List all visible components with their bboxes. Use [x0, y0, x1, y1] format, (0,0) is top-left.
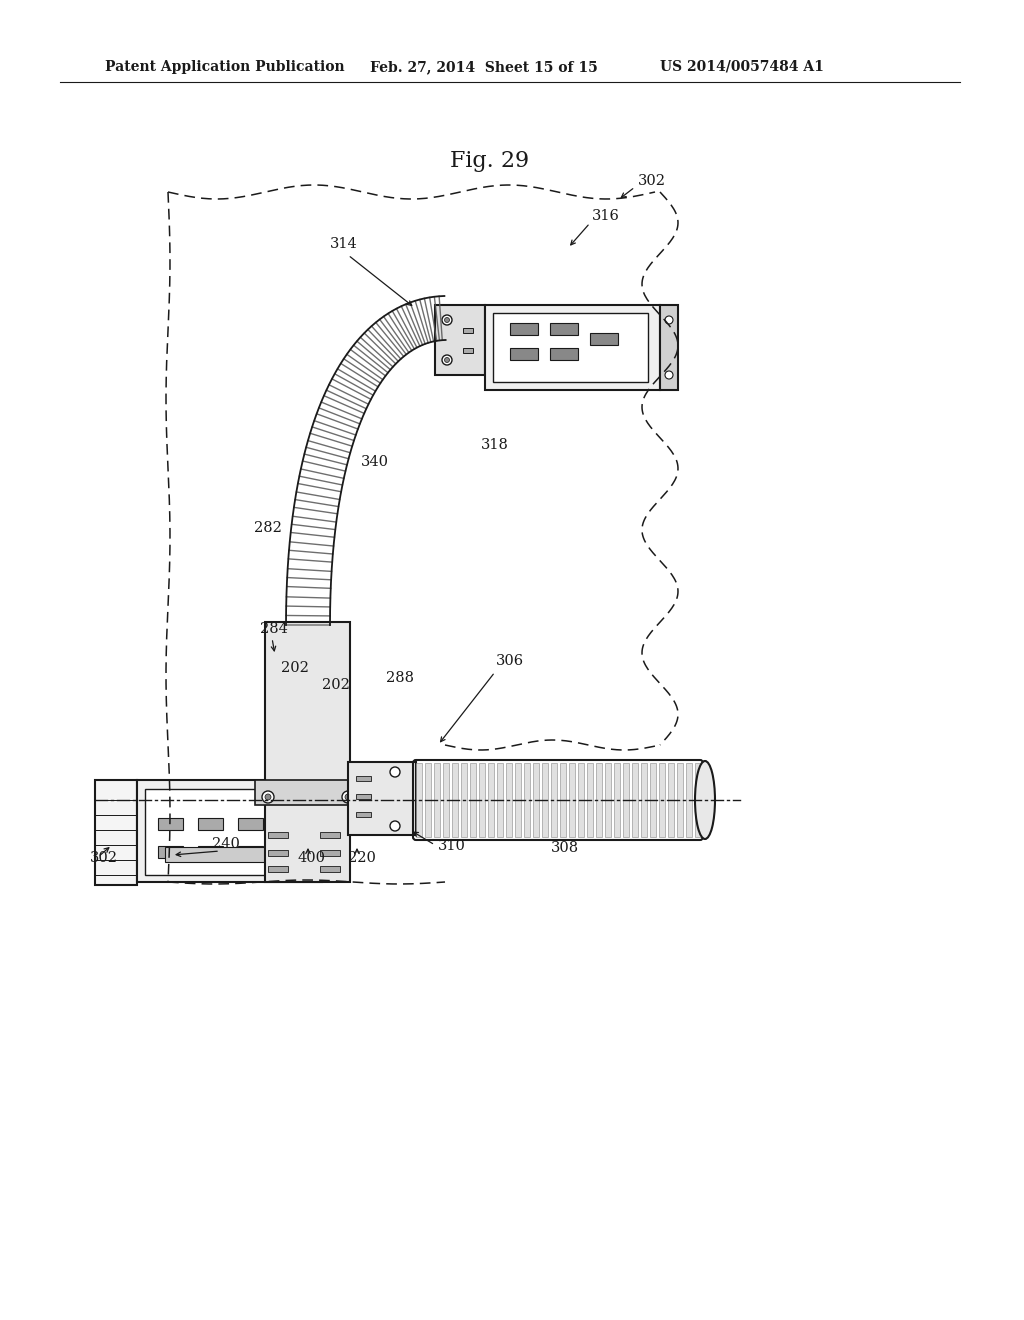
Bar [623, 763, 629, 837]
Bar [95, 780, 137, 884]
Bar [660, 305, 678, 389]
Bar [534, 763, 539, 837]
Bar [569, 763, 575, 837]
Bar [488, 763, 494, 837]
Bar [255, 780, 360, 805]
Circle shape [265, 795, 271, 800]
Text: 318: 318 [481, 438, 509, 451]
Bar [650, 763, 656, 837]
Bar [677, 763, 683, 837]
Circle shape [665, 371, 673, 379]
Bar [319, 866, 340, 873]
Bar [268, 832, 288, 838]
Bar [435, 305, 485, 375]
Bar [463, 327, 473, 333]
Bar [524, 763, 530, 837]
Bar [268, 850, 288, 855]
Text: 282: 282 [254, 521, 282, 535]
Bar [416, 763, 422, 837]
Text: 284: 284 [260, 622, 288, 636]
Bar [356, 812, 371, 817]
Circle shape [442, 355, 452, 366]
Bar [510, 348, 538, 360]
Bar [497, 763, 503, 837]
Bar [510, 323, 538, 335]
Bar [198, 846, 223, 858]
Circle shape [444, 358, 450, 363]
Text: 306: 306 [496, 653, 524, 668]
Bar [461, 763, 467, 837]
Bar [668, 763, 674, 837]
Bar [515, 763, 521, 837]
Text: 308: 308 [551, 841, 579, 855]
Bar [443, 763, 449, 837]
Text: 310: 310 [438, 840, 466, 853]
Bar [356, 795, 371, 799]
Text: 302: 302 [90, 851, 118, 865]
Text: Feb. 27, 2014  Sheet 15 of 15: Feb. 27, 2014 Sheet 15 of 15 [370, 59, 598, 74]
Text: 288: 288 [386, 671, 414, 685]
Text: 314: 314 [330, 238, 357, 251]
Circle shape [390, 767, 400, 777]
Text: 400: 400 [298, 851, 326, 865]
Bar [158, 818, 183, 830]
Bar [434, 763, 440, 837]
Bar [542, 763, 548, 837]
Bar [596, 763, 602, 837]
Bar [485, 305, 660, 389]
Text: 202: 202 [323, 678, 350, 692]
Circle shape [342, 791, 354, 803]
Bar [470, 763, 476, 837]
Bar [198, 818, 223, 830]
Bar [238, 818, 263, 830]
Circle shape [345, 795, 351, 800]
Bar [587, 763, 593, 837]
Bar [238, 846, 263, 858]
Circle shape [665, 315, 673, 323]
Bar [695, 763, 701, 837]
Circle shape [262, 791, 274, 803]
Bar [659, 763, 665, 837]
Circle shape [444, 318, 450, 322]
Text: 316: 316 [592, 209, 620, 223]
Circle shape [390, 821, 400, 832]
Bar [578, 763, 584, 837]
Bar [550, 323, 578, 335]
Text: Patent Application Publication: Patent Application Publication [105, 59, 345, 74]
Bar [268, 866, 288, 873]
Bar [165, 847, 295, 862]
Circle shape [442, 315, 452, 325]
Text: 240: 240 [212, 837, 240, 851]
Bar [590, 333, 618, 345]
Bar [506, 763, 512, 837]
Bar [463, 348, 473, 352]
Text: 202: 202 [281, 661, 309, 675]
Bar [319, 832, 340, 838]
Bar [137, 780, 322, 882]
Bar [319, 850, 340, 855]
Text: 340: 340 [361, 455, 389, 469]
Bar [348, 762, 416, 836]
Text: Fig. 29: Fig. 29 [451, 150, 529, 172]
Bar [560, 763, 566, 837]
Bar [686, 763, 692, 837]
Bar [550, 348, 578, 360]
Bar [641, 763, 647, 837]
Bar [145, 789, 310, 875]
Text: US 2014/0057484 A1: US 2014/0057484 A1 [660, 59, 824, 74]
Bar [158, 846, 183, 858]
Bar [479, 763, 485, 837]
Ellipse shape [695, 762, 715, 840]
Bar [493, 313, 648, 381]
Bar [605, 763, 611, 837]
Text: 302: 302 [638, 174, 666, 187]
Bar [356, 776, 371, 781]
Bar [265, 622, 350, 882]
Bar [614, 763, 620, 837]
Bar [551, 763, 557, 837]
Text: 220: 220 [348, 851, 376, 865]
Bar [632, 763, 638, 837]
Bar [452, 763, 458, 837]
Bar [425, 763, 431, 837]
